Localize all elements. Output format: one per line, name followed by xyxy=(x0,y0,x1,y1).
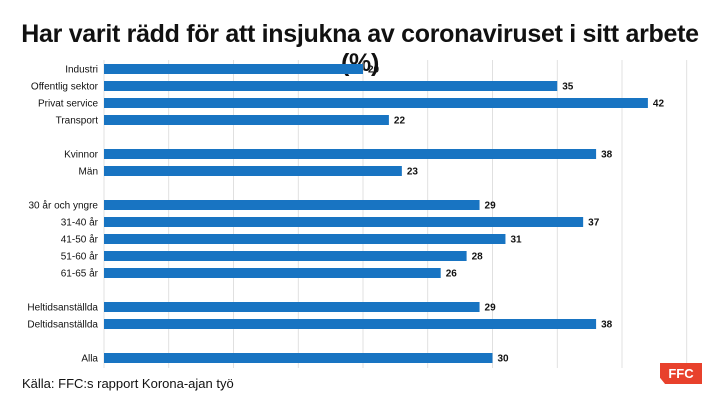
category-label: 30 år och yngre xyxy=(29,200,99,212)
category-label: Transport xyxy=(56,116,99,127)
value-label: 38 xyxy=(601,150,613,161)
category-label: 51-60 år xyxy=(61,251,99,263)
category-label: Privat service xyxy=(38,99,98,110)
bar xyxy=(104,302,480,312)
bar xyxy=(104,98,648,108)
ffc-logo: FFC xyxy=(660,363,702,384)
bar xyxy=(104,81,558,91)
bar xyxy=(104,64,363,74)
category-label: Män xyxy=(79,167,98,178)
value-label: 35 xyxy=(562,82,574,93)
bar xyxy=(104,166,402,176)
category-label: Alla xyxy=(81,354,98,365)
category-label: Heltidsanställda xyxy=(27,303,98,314)
value-label: 29 xyxy=(485,303,497,314)
chart-title: Har varit rädd för att insjukna av coron… xyxy=(21,20,699,77)
category-label: Offentlig sektor xyxy=(31,82,99,93)
value-label: 23 xyxy=(407,167,419,178)
value-label: 31 xyxy=(510,235,522,246)
bar xyxy=(104,353,493,363)
value-label: 26 xyxy=(446,269,458,280)
value-label: 30 xyxy=(498,354,510,365)
value-label: 28 xyxy=(472,252,484,263)
value-label: 29 xyxy=(485,201,497,212)
value-label: 42 xyxy=(653,99,665,110)
value-label: 38 xyxy=(601,320,613,331)
value-label: 20 xyxy=(368,65,380,76)
bar xyxy=(104,319,597,329)
bar xyxy=(104,251,467,261)
bar xyxy=(104,268,441,278)
bar xyxy=(104,217,584,227)
category-label: 41-50 år xyxy=(61,234,99,246)
source-note: Källa: FFC:s rapport Korona-ajan työ xyxy=(22,376,234,391)
bar xyxy=(104,234,506,244)
bar xyxy=(104,115,389,125)
value-label: 37 xyxy=(588,218,600,229)
category-label: Kvinnor xyxy=(64,150,99,161)
category-label: Deltidsanställda xyxy=(27,320,98,331)
bar xyxy=(104,200,480,210)
value-label: 22 xyxy=(394,116,406,127)
category-label: 31-40 år xyxy=(61,217,99,229)
grid-lines xyxy=(103,60,688,368)
bars: Industri 20 Offentlig sektor 35 Privat servi… xyxy=(27,64,664,365)
category-label: 61-65 år xyxy=(61,268,99,280)
category-label: Industri xyxy=(65,65,98,76)
bar xyxy=(104,149,597,159)
